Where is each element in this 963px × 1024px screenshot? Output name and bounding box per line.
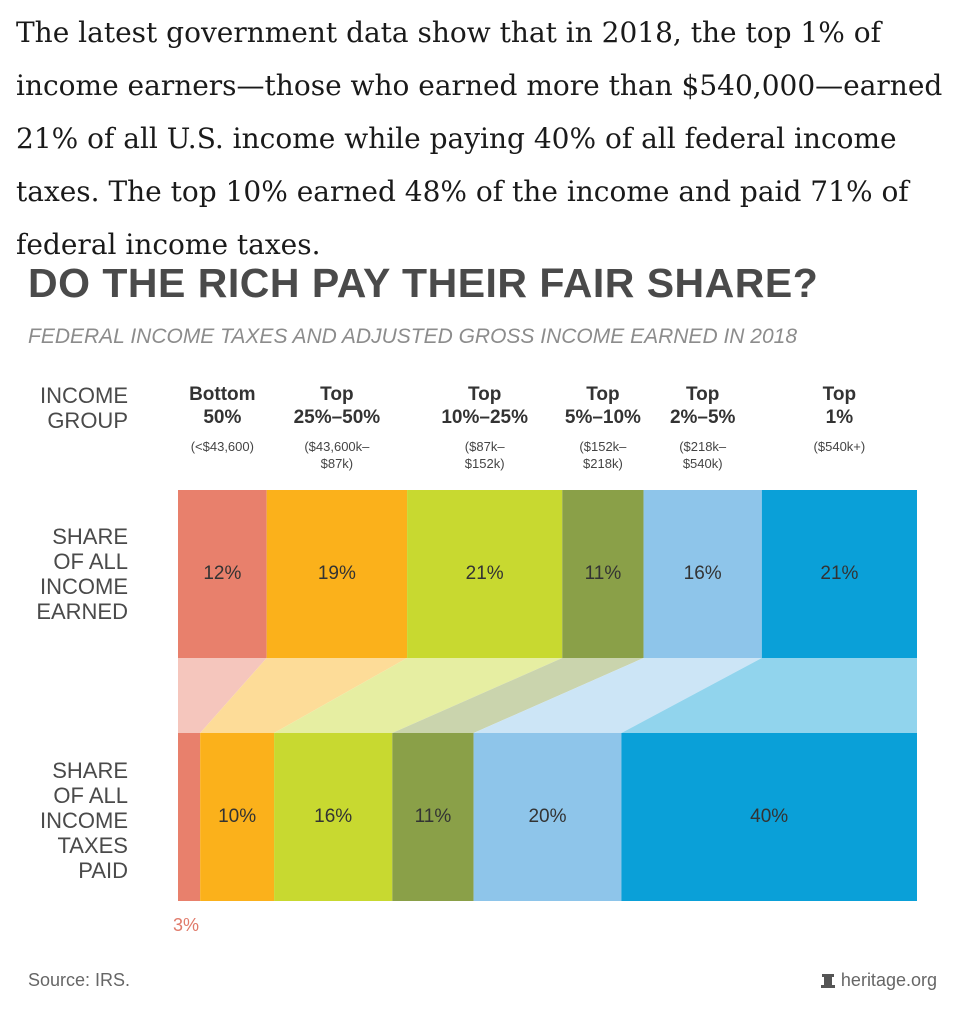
tax-bar-4 bbox=[473, 733, 622, 901]
tax-bar-0 bbox=[178, 733, 201, 901]
income-value-label-1: 19% bbox=[317, 563, 356, 584]
connector-1 bbox=[200, 658, 408, 733]
group-head-5: Top 1% bbox=[822, 384, 857, 428]
group-range-4: ($218k– $540k) bbox=[679, 439, 727, 471]
chart-title: DO THE RICH PAY THEIR FAIR SHARE? bbox=[28, 260, 819, 306]
connector-5 bbox=[621, 658, 917, 733]
income-bar-2 bbox=[407, 490, 563, 658]
tax-value-label-3: 11% bbox=[414, 806, 452, 827]
connector-2 bbox=[274, 658, 563, 733]
income-value-label-5: 21% bbox=[820, 563, 859, 584]
income-bar-3 bbox=[562, 490, 644, 658]
tax-value-label-4: 20% bbox=[528, 806, 567, 827]
income-bar-1 bbox=[266, 490, 408, 658]
income-bar-4 bbox=[643, 490, 762, 658]
heritage-logo-icon bbox=[820, 973, 835, 988]
tax-value-label-1: 10% bbox=[218, 806, 257, 827]
connector-4 bbox=[473, 658, 762, 733]
chart-subtitle: FEDERAL INCOME TAXES AND ADJUSTED GROSS … bbox=[28, 325, 797, 348]
income-value-label-4: 16% bbox=[683, 563, 722, 584]
source-note: Source: IRS. bbox=[28, 970, 131, 990]
tax-value-label-2: 16% bbox=[314, 806, 353, 827]
income-bar-5 bbox=[761, 490, 917, 658]
income-earned-row-label: SHARE OF ALL INCOME EARNED bbox=[36, 524, 128, 624]
group-range-0: (<$43,600) bbox=[190, 439, 254, 454]
tax-bar-3 bbox=[392, 733, 474, 901]
credit: heritage.org bbox=[820, 970, 937, 991]
credit-text: heritage.org bbox=[840, 970, 937, 990]
tax-bar-2 bbox=[274, 733, 393, 901]
tax-value-label-0: 3% bbox=[173, 915, 200, 935]
income-value-label-2: 21% bbox=[465, 563, 504, 584]
tax-bar-5 bbox=[621, 733, 917, 901]
tax-bar-1 bbox=[200, 733, 275, 901]
tax-value-label-5: 40% bbox=[750, 806, 789, 827]
group-head-3: Top 5%–10% bbox=[564, 384, 641, 428]
income-bar-0 bbox=[178, 490, 267, 658]
group-range-3: ($152k– $218k) bbox=[579, 439, 627, 471]
group-head-1: Top 25%–50% bbox=[293, 384, 381, 428]
group-range-5: ($540k+) bbox=[813, 439, 866, 454]
group-head-0: Bottom 50% bbox=[189, 384, 256, 428]
group-range-2: ($87k– $152k) bbox=[464, 439, 505, 471]
group-head-4: Top 2%–5% bbox=[669, 384, 736, 428]
connector-3 bbox=[392, 658, 644, 733]
income-value-label-3: 11% bbox=[584, 563, 622, 584]
taxes-paid-row-label: SHARE OF ALL INCOME TAXES PAID bbox=[40, 758, 128, 883]
group-head-2: Top 10%–25% bbox=[441, 384, 528, 428]
income-value-label-0: 12% bbox=[203, 563, 242, 584]
income-group-label: INCOME GROUP bbox=[40, 383, 128, 433]
connector-0 bbox=[178, 658, 267, 733]
group-range-1: ($43,600k– $87k) bbox=[304, 439, 370, 471]
intro-paragraph: The latest government data show that in … bbox=[16, 16, 943, 261]
